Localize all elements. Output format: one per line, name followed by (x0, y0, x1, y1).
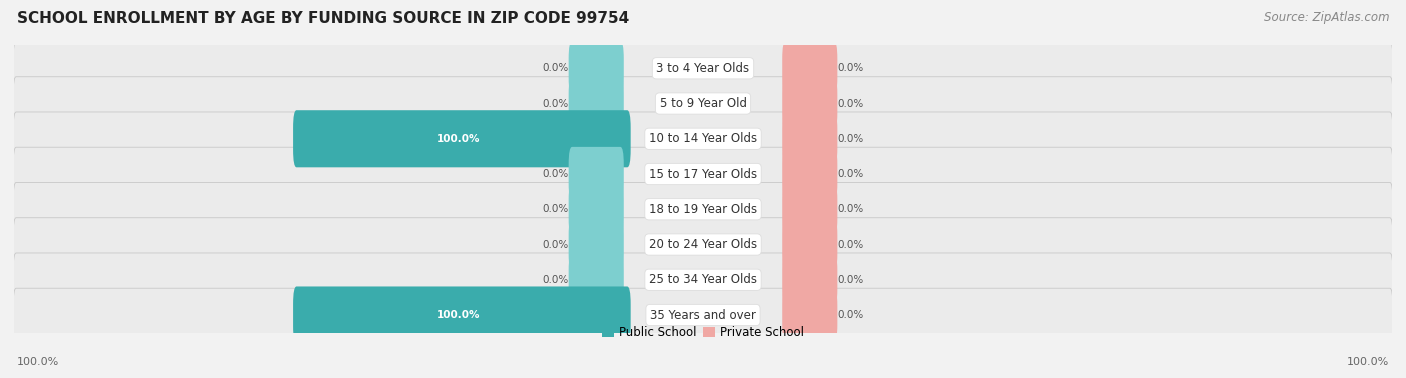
Text: 0.0%: 0.0% (543, 204, 568, 214)
FancyBboxPatch shape (292, 110, 631, 167)
FancyBboxPatch shape (14, 77, 1392, 130)
Text: 0.0%: 0.0% (838, 134, 863, 144)
Text: 0.0%: 0.0% (838, 204, 863, 214)
Text: 0.0%: 0.0% (838, 63, 863, 73)
FancyBboxPatch shape (782, 288, 838, 342)
FancyBboxPatch shape (568, 253, 624, 307)
Text: Source: ZipAtlas.com: Source: ZipAtlas.com (1264, 11, 1389, 24)
FancyBboxPatch shape (14, 183, 1392, 236)
Text: 0.0%: 0.0% (543, 99, 568, 108)
Text: 15 to 17 Year Olds: 15 to 17 Year Olds (650, 167, 756, 181)
FancyBboxPatch shape (14, 253, 1392, 307)
FancyBboxPatch shape (568, 41, 624, 95)
Text: 20 to 24 Year Olds: 20 to 24 Year Olds (650, 238, 756, 251)
FancyBboxPatch shape (782, 112, 838, 166)
FancyBboxPatch shape (568, 217, 624, 272)
Text: 3 to 4 Year Olds: 3 to 4 Year Olds (657, 62, 749, 75)
Text: 100.0%: 100.0% (437, 134, 481, 144)
FancyBboxPatch shape (782, 253, 838, 307)
Text: 0.0%: 0.0% (838, 99, 863, 108)
Legend: Public School, Private School: Public School, Private School (598, 322, 808, 344)
Text: 5 to 9 Year Old: 5 to 9 Year Old (659, 97, 747, 110)
Text: 0.0%: 0.0% (543, 240, 568, 249)
Text: 0.0%: 0.0% (543, 169, 568, 179)
FancyBboxPatch shape (14, 42, 1392, 95)
FancyBboxPatch shape (14, 112, 1392, 166)
FancyBboxPatch shape (782, 182, 838, 236)
Text: 0.0%: 0.0% (543, 63, 568, 73)
Text: 0.0%: 0.0% (838, 310, 863, 320)
FancyBboxPatch shape (568, 147, 624, 201)
Text: 10 to 14 Year Olds: 10 to 14 Year Olds (650, 132, 756, 145)
Text: 100.0%: 100.0% (1347, 357, 1389, 367)
FancyBboxPatch shape (568, 182, 624, 236)
FancyBboxPatch shape (782, 41, 838, 95)
Text: 35 Years and over: 35 Years and over (650, 308, 756, 322)
FancyBboxPatch shape (782, 147, 838, 201)
Text: 25 to 34 Year Olds: 25 to 34 Year Olds (650, 273, 756, 286)
Text: 100.0%: 100.0% (437, 310, 481, 320)
Text: 100.0%: 100.0% (17, 357, 59, 367)
FancyBboxPatch shape (14, 147, 1392, 201)
Text: 0.0%: 0.0% (838, 169, 863, 179)
FancyBboxPatch shape (782, 76, 838, 131)
FancyBboxPatch shape (568, 76, 624, 131)
Text: 18 to 19 Year Olds: 18 to 19 Year Olds (650, 203, 756, 216)
FancyBboxPatch shape (14, 288, 1392, 342)
FancyBboxPatch shape (292, 287, 631, 344)
Text: 0.0%: 0.0% (838, 275, 863, 285)
FancyBboxPatch shape (14, 218, 1392, 271)
Text: 0.0%: 0.0% (838, 240, 863, 249)
FancyBboxPatch shape (782, 217, 838, 272)
Text: 0.0%: 0.0% (543, 275, 568, 285)
Text: SCHOOL ENROLLMENT BY AGE BY FUNDING SOURCE IN ZIP CODE 99754: SCHOOL ENROLLMENT BY AGE BY FUNDING SOUR… (17, 11, 628, 26)
